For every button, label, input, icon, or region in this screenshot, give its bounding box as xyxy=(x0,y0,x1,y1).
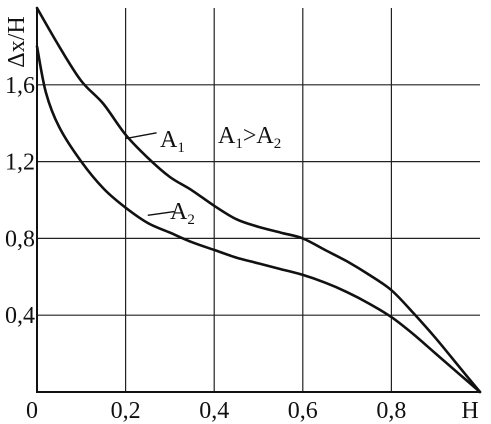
grid xyxy=(37,8,480,392)
x-tick-label: 0,2 xyxy=(111,398,141,424)
y-tick-label: 1,2 xyxy=(5,150,35,176)
y-axis-label: Δx/H xyxy=(4,16,30,67)
relation-annotation: A1>A2 xyxy=(218,123,281,152)
labels: 0 0,2 0,4 0,6 0,8 H 0,4 0,8 1,2 1,6 Δx/H A1 A2 A1>A2 xyxy=(4,16,479,424)
curves xyxy=(35,6,482,394)
axes xyxy=(36,8,480,393)
series-line-2 xyxy=(35,45,482,394)
y-tick-label: 0,4 xyxy=(5,303,35,329)
series-label-2: A2 xyxy=(170,199,195,228)
x-tick-label: 0 xyxy=(26,398,38,424)
x-tick-label: H xyxy=(461,398,478,424)
y-tick-label: 0,8 xyxy=(5,226,35,252)
x-tick-label: 0,6 xyxy=(288,398,318,424)
y-tick-label: 1,6 xyxy=(5,73,35,99)
series-leader-1 xyxy=(125,132,157,140)
x-tick-label: 0,4 xyxy=(199,398,229,424)
series-label-1: A1 xyxy=(160,127,185,156)
series-line-1 xyxy=(35,6,482,394)
x-tick-label: 0,8 xyxy=(376,398,406,424)
series-leader-2 xyxy=(147,210,175,217)
